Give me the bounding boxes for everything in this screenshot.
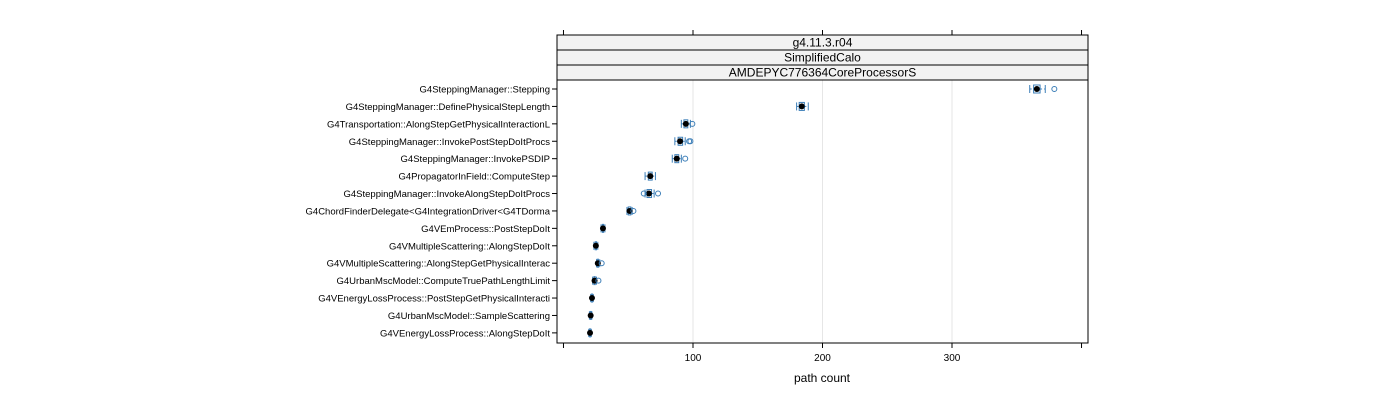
outlier-point <box>687 138 694 145</box>
box <box>592 241 599 251</box>
y-tick-label: G4SteppingManager::InvokeAlongStepDoItPr… <box>344 189 551 200</box>
y-tick-label: G4VEnergyLossProcess::AlongStepDoIt <box>380 328 550 339</box>
x-tick-label: 200 <box>814 353 831 364</box>
strip-label: SimplifiedCalo <box>784 51 861 65</box>
box <box>591 276 602 286</box>
median-dot <box>587 329 594 336</box>
median-dot <box>798 103 805 110</box>
outlier-point <box>598 260 605 267</box>
outlier-point <box>689 120 696 127</box>
box <box>587 310 594 320</box>
median-dot <box>647 173 654 180</box>
y-tick-label: G4VMultipleScattering::AlongStepDoIt <box>389 241 550 252</box>
median-dot <box>599 225 606 232</box>
box <box>644 171 656 181</box>
median-dot <box>677 138 684 145</box>
outlier-point <box>595 277 602 284</box>
y-tick-label: G4VEmProcess::PostStepDoIt <box>421 224 550 235</box>
box <box>587 328 594 338</box>
outlier-point <box>655 190 662 197</box>
y-tick-label: G4Transportation::AlongStepGetPhysicalIn… <box>327 119 550 130</box>
y-axis-labels: G4SteppingManager::SteppingG4SteppingMan… <box>306 85 557 339</box>
y-tick-label: G4ChordFinderDelegate<G4IntegrationDrive… <box>306 206 551 217</box>
median-dot <box>1033 86 1040 92</box>
box <box>626 206 637 216</box>
y-tick-label: G4SteppingManager::DefinePhysicalStepLen… <box>346 102 550 113</box>
median-dot <box>673 155 680 162</box>
y-tick-label: G4SteppingManager::InvokePSDIP <box>401 154 550 165</box>
x-tick-label: 100 <box>685 353 702 364</box>
box <box>599 223 606 233</box>
median-dot <box>592 242 599 249</box>
median-dot <box>645 190 652 197</box>
y-tick-label: G4PropagatorInField::ComputeStep <box>398 172 550 183</box>
box <box>640 189 662 199</box>
box <box>671 154 689 164</box>
outlier-point <box>640 190 647 197</box>
box <box>680 119 696 129</box>
y-tick-label: G4UrbanMscModel::SampleScattering <box>388 311 550 322</box>
y-tick-label: G4VEnergyLossProcess::PostStepGetPhysica… <box>318 294 550 305</box>
box <box>1029 84 1058 94</box>
median-dot <box>587 312 594 319</box>
x-axis: 100 200 300 <box>562 30 1083 364</box>
y-tick-label: G4UrbanMscModel::ComputeTruePathLengthLi… <box>337 276 551 287</box>
y-tick-label: G4SteppingManager::InvokePostStepDoItPro… <box>349 137 550 148</box>
box <box>796 101 809 111</box>
median-dot <box>682 120 689 127</box>
box <box>594 258 605 268</box>
strip-label: g4.11.3.r04 <box>793 36 853 50</box>
x-tick-label: 300 <box>944 353 961 364</box>
median-dot <box>588 295 595 302</box>
outlier-point <box>630 207 637 214</box>
box <box>588 293 595 303</box>
outlier-point <box>682 155 689 162</box>
grid-layer <box>692 80 953 343</box>
strip-headers: g4.11.3.r04SimplifiedCaloAMDEPYC776364Co… <box>556 34 1089 81</box>
y-tick-label: G4SteppingManager::Stepping <box>420 85 550 96</box>
strip-label: AMDEPYC776364CoreProcessorS <box>729 66 916 80</box>
y-tick-label: G4VMultipleScattering::AlongStepGetPhysi… <box>327 259 551 270</box>
box <box>674 136 694 146</box>
box-series <box>587 84 1058 338</box>
outlier-point <box>1051 86 1058 92</box>
x-axis-title: path count <box>794 371 851 385</box>
box-iqr <box>1033 84 1041 94</box>
